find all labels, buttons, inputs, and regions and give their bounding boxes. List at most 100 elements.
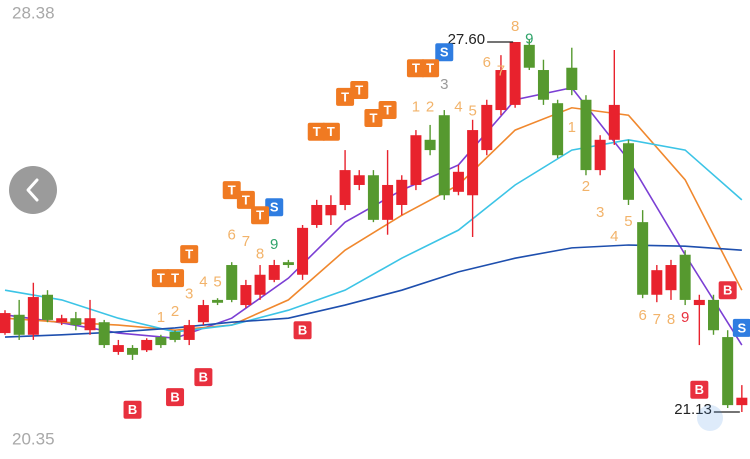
candle-body: [580, 99, 592, 171]
candle-body: [396, 179, 408, 205]
candle-body: [467, 130, 479, 196]
candle-body: [608, 104, 620, 140]
candle-body: [27, 297, 39, 335]
signal-icon: [194, 368, 213, 387]
signal-label: B: [199, 370, 208, 385]
candle-body: [297, 227, 309, 275]
candle-body: [622, 143, 634, 200]
signal-icon: [293, 321, 312, 340]
candle-body: [722, 337, 734, 406]
candle-body: [509, 42, 521, 105]
count-label: 4: [610, 228, 618, 245]
signal-label: T: [341, 89, 349, 104]
count-label: 7: [497, 63, 505, 80]
signal-icon: [435, 43, 454, 62]
signal-label: T: [228, 183, 236, 198]
signal-label: B: [298, 323, 307, 338]
candle-body: [552, 103, 564, 156]
y-tick-label: 28.38: [12, 3, 55, 22]
signal-label: S: [440, 45, 449, 60]
count-label: 2: [582, 178, 590, 195]
signal-icon: [123, 400, 142, 419]
signal-label: T: [327, 124, 335, 139]
signal-icon: [307, 122, 326, 141]
candle-body: [311, 204, 323, 225]
back-button-circle[interactable]: [9, 166, 57, 214]
signal-icon: [378, 101, 397, 120]
candle-body: [594, 139, 606, 171]
candle-body: [367, 175, 379, 220]
count-label: 4: [199, 274, 207, 291]
signal-label: B: [170, 390, 179, 405]
signal-label: T: [412, 61, 420, 76]
candle-body: [325, 204, 337, 216]
count-label: 6: [483, 54, 491, 71]
signal-icon: [321, 122, 340, 141]
signal-label: T: [256, 208, 264, 223]
candle-body: [240, 285, 252, 306]
count-label: 7: [653, 311, 661, 328]
candle-body: [523, 44, 535, 68]
signal-label: T: [171, 271, 179, 286]
count-label: 5: [213, 274, 221, 291]
y-tick-label: 20.35: [12, 429, 55, 448]
candle-body: [566, 67, 578, 91]
candle-body: [212, 299, 224, 303]
count-label: 1: [157, 309, 165, 326]
back-arrow[interactable]: [26, 178, 39, 202]
count-label: 1: [412, 99, 420, 116]
candle-body: [679, 254, 691, 300]
signal-icon: [166, 388, 185, 407]
candle-body: [84, 318, 96, 331]
candle-body: [141, 339, 153, 351]
candle-body: [382, 184, 394, 220]
signal-label: T: [185, 247, 193, 262]
candle-body: [282, 262, 294, 266]
signal-icon: [265, 198, 284, 217]
signal-icon: [690, 380, 709, 399]
signal-icon: [421, 59, 440, 78]
candle-body: [339, 170, 351, 205]
count-label: 9: [681, 309, 689, 326]
count-label: 8: [667, 311, 675, 328]
count-label: 6: [638, 307, 646, 324]
candle-body: [127, 347, 139, 355]
count-label: 7: [242, 233, 250, 250]
candle-body: [481, 104, 493, 151]
count-label: 3: [596, 204, 604, 221]
signal-label: T: [384, 102, 392, 117]
candle-body: [637, 222, 649, 295]
candle-body: [693, 299, 705, 306]
candle-body: [651, 270, 663, 295]
count-label: 5: [468, 103, 476, 120]
candle-body: [424, 139, 436, 151]
candle-body: [452, 171, 464, 192]
count-label: 2: [171, 303, 179, 320]
candle-body: [98, 322, 110, 346]
signal-label: T: [242, 192, 250, 207]
candle-body: [155, 337, 167, 346]
signal-icon: [180, 245, 199, 264]
cursor-halo: [697, 405, 723, 431]
signal-icon: [336, 87, 355, 106]
candle-body: [736, 397, 748, 406]
candle-body: [438, 115, 450, 196]
signal-label: S: [270, 200, 279, 215]
ma-line: [4, 244, 742, 338]
back-button[interactable]: [9, 166, 57, 214]
count-label: 9: [525, 31, 533, 48]
signal-icon: [222, 181, 241, 200]
signal-icon: [718, 281, 737, 300]
signal-icon: [251, 206, 270, 225]
count-label: 3: [185, 286, 193, 303]
candle-body: [112, 345, 124, 352]
count-label: 1: [568, 119, 576, 136]
candle-body: [254, 274, 266, 295]
signal-icon: [364, 109, 383, 128]
candle-body: [56, 318, 68, 323]
count-label: 3: [440, 76, 448, 93]
signal-icon: [732, 318, 750, 337]
count-label: 9: [270, 236, 278, 253]
